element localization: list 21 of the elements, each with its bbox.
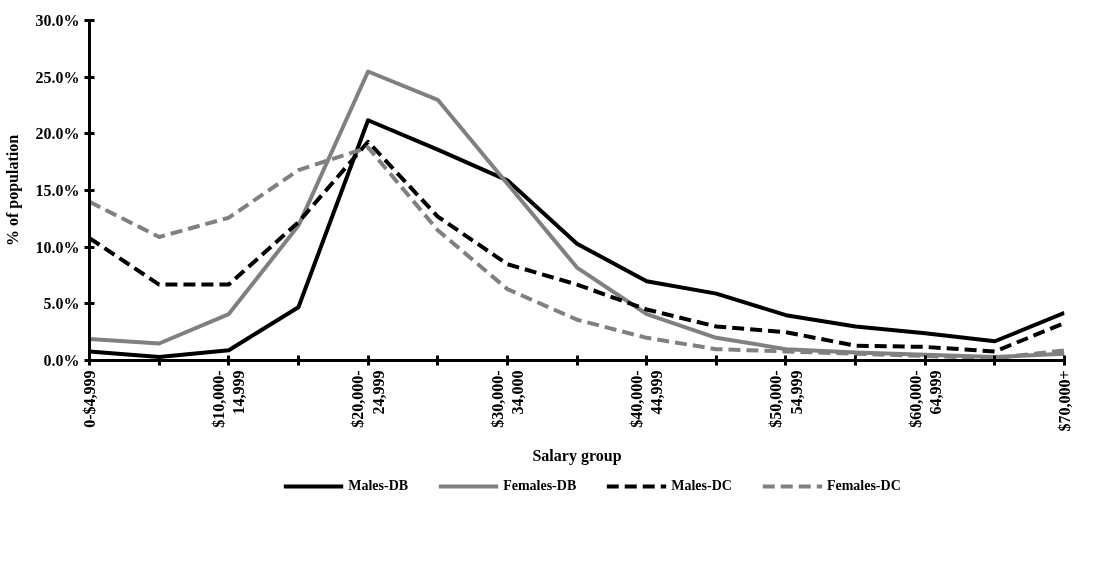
legend-label: Females-DB bbox=[503, 478, 577, 494]
y-axis-title: % of population bbox=[3, 134, 22, 247]
y-tick-label: 25.0% bbox=[35, 68, 80, 86]
x-tick-label: $60,000- 64,999 bbox=[906, 370, 944, 428]
y-tick-label: 20.0% bbox=[35, 125, 80, 143]
x-axis-title: Salary group bbox=[532, 446, 622, 465]
legend-label: Females-DC bbox=[826, 478, 901, 494]
x-tick-label: $50,000- 54,999 bbox=[767, 370, 805, 428]
x-tick-label: $40,000- 44,999 bbox=[627, 370, 666, 428]
y-tick-label: 10.0% bbox=[35, 238, 80, 256]
x-tick-label: $70,000+ bbox=[1056, 370, 1073, 432]
y-tick-label: 5.0% bbox=[43, 295, 80, 313]
x-tick-label: 0-$4,999 bbox=[81, 370, 98, 428]
y-tick-label: 15.0% bbox=[35, 182, 80, 199]
x-tick-label: $10,000- 14,999 bbox=[210, 370, 248, 428]
y-tick-label: 30.0% bbox=[35, 12, 80, 29]
x-tick-label: $30,000- 34,000 bbox=[488, 370, 527, 428]
legend-label: Males-DC bbox=[671, 478, 732, 494]
x-tick-label: $20,000- 24,999 bbox=[349, 370, 387, 428]
legend-label: Males-DB bbox=[348, 478, 409, 494]
y-tick-label: 0.0% bbox=[43, 352, 80, 369]
